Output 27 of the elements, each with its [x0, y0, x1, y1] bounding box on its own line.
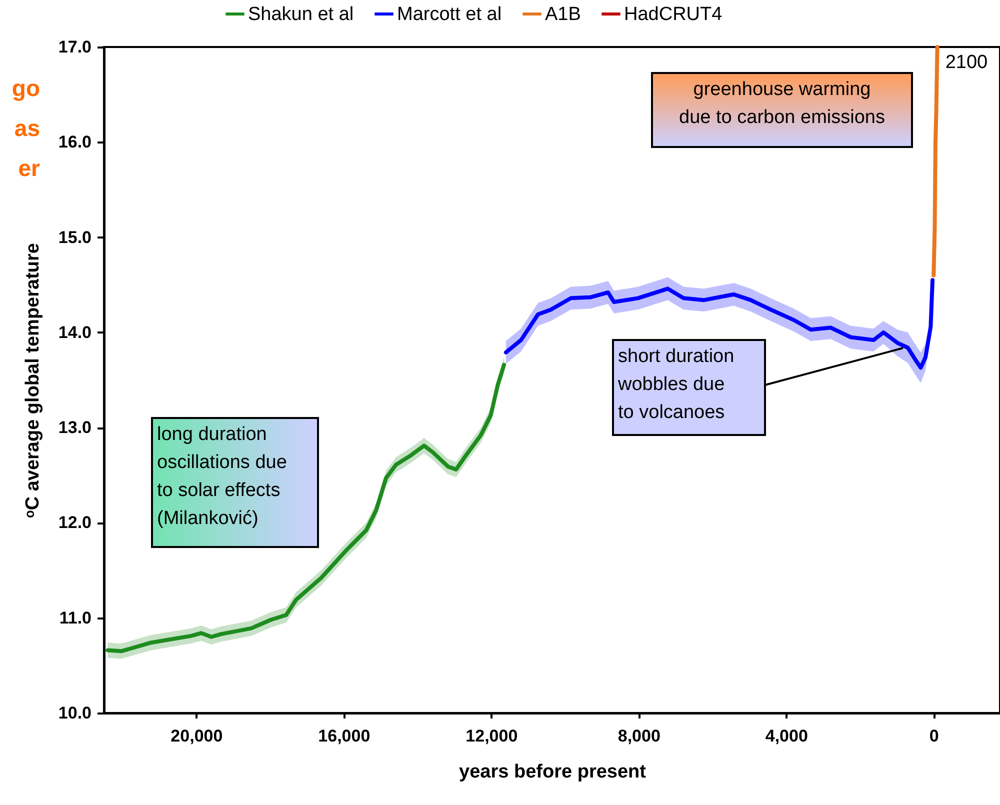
- y-tick-label: 14.0: [58, 322, 92, 342]
- legend-label: Marcott et al: [397, 4, 502, 25]
- x-tick-label: 16,000: [318, 726, 370, 746]
- annotation: long duration oscillations due to solar effects (Milanković): [157, 424, 287, 529]
- y-tick-label: 17.0: [58, 38, 92, 56]
- y-tick-label: 15.0: [58, 228, 92, 247]
- x-tick-label: 4,000: [765, 726, 808, 746]
- line-series: [932, 45, 940, 278]
- y-tick-label: 13.0: [58, 418, 92, 438]
- line-series: [504, 278, 935, 370]
- x-tick-label: 0: [929, 726, 939, 746]
- y-tick-label: 10.0: [58, 704, 92, 722]
- y-tick-label: 11.0: [59, 608, 92, 628]
- annotation: 2100: [945, 52, 988, 73]
- x-tick-label: 20,000: [170, 726, 223, 746]
- text: go as er: [12, 75, 40, 181]
- y-tick-label: 12.0: [58, 513, 92, 532]
- y-tick-label: 16.0: [58, 132, 92, 152]
- x-tick-label: 8,000: [618, 726, 660, 746]
- x-tick-label: 12,000: [466, 726, 518, 746]
- legend-label: A1B: [545, 4, 581, 25]
- y-axis-title: ᵒC average global temperature: [22, 243, 44, 518]
- annotation: short duration wobbles due to volcanoes: [617, 346, 734, 423]
- legend-label: HadCRUT4: [624, 4, 723, 25]
- legend-label: Shakun et al: [248, 4, 354, 25]
- annotation: greenhouse warming due to carbon emissions: [679, 79, 885, 128]
- x-axis-title: years before present: [459, 762, 647, 782]
